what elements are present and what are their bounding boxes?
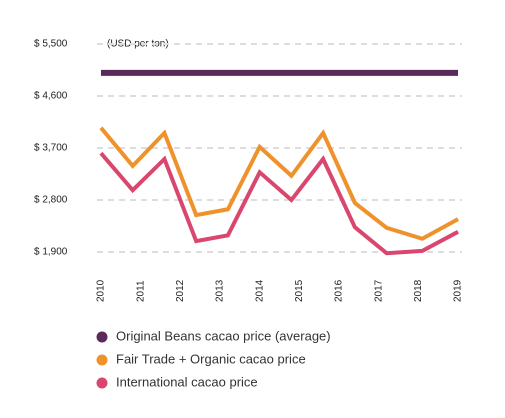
x-tick-label: 2014 xyxy=(254,279,265,302)
x-tick-label: 2017 xyxy=(373,279,384,302)
x-tick-label: 2010 xyxy=(96,279,107,302)
x-tick-label: 2012 xyxy=(175,279,186,302)
x-tick-label: 2016 xyxy=(334,279,345,302)
x-tick-label: 2018 xyxy=(413,279,424,302)
legend-swatch xyxy=(96,377,108,389)
x-tick-label: 2015 xyxy=(294,279,305,302)
series-line xyxy=(99,126,459,241)
unit-annotation: (USD per ton) xyxy=(107,39,169,50)
y-tick-label: $ 5,500 xyxy=(34,39,68,50)
x-tick-label: 2013 xyxy=(215,279,226,302)
series-line xyxy=(99,151,459,256)
y-tick-label: $ 4,600 xyxy=(34,91,68,102)
legend-label: Fair Trade + Organic cacao price xyxy=(116,351,306,366)
legend-swatch xyxy=(96,354,108,366)
legend-swatch xyxy=(96,331,108,343)
legend-label: Original Beans cacao price (average) xyxy=(116,328,331,343)
legend: Original Beans cacao price (average) Fair… xyxy=(96,328,331,389)
legend-label: International cacao price xyxy=(116,374,258,389)
y-tick-label: $ 1,900 xyxy=(34,247,68,258)
x-tick-label: 2019 xyxy=(453,279,464,302)
x-tick-label: 2011 xyxy=(135,280,146,302)
y-tick-label: $ 3,700 xyxy=(34,143,68,154)
y-tick-label: $ 2,800 xyxy=(34,195,68,206)
